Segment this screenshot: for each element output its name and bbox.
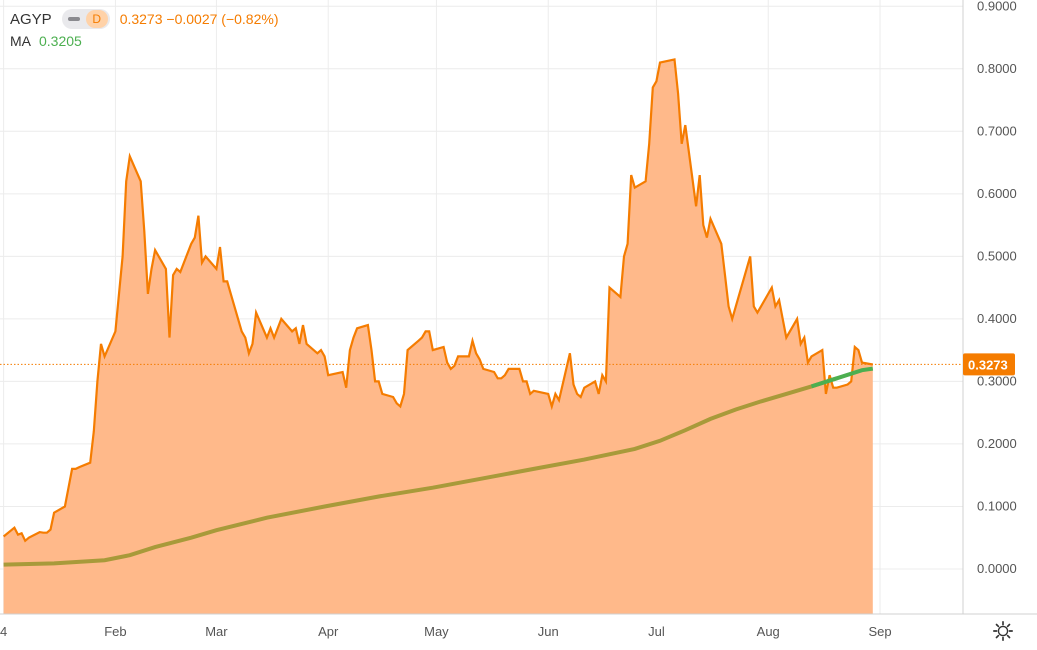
x-tick-label: Apr xyxy=(318,624,339,639)
minus-icon xyxy=(67,17,80,21)
x-tick-label: Jun xyxy=(538,624,559,639)
price-area xyxy=(3,59,873,614)
ma-line-recent xyxy=(810,366,874,389)
y-tick-label: 0.8000 xyxy=(977,61,1017,76)
symbol-label[interactable]: AGYP xyxy=(10,10,52,28)
legend-main-row: AGYP D 0.3273 −0.0027 (−0.82%) xyxy=(10,8,278,30)
y-tick-label: 0.4000 xyxy=(977,311,1017,326)
ma-value: 0.3205 xyxy=(39,33,82,49)
x-tick-label: 4 xyxy=(0,624,7,639)
ma-line xyxy=(3,376,838,567)
y-axis[interactable]: 0.9000 0.8000 0.7000 0.6000 0.5000 0.4000 0.30… xyxy=(977,0,1017,576)
x-axis[interactable]: 4 Feb Mar Apr May Jun Jul Aug Sep xyxy=(0,624,892,639)
x-tick-label: Mar xyxy=(205,624,228,639)
y-tick-label: 0.0000 xyxy=(977,561,1017,576)
price-line xyxy=(2,58,873,543)
price-tag-value: 0.3273 xyxy=(968,357,1008,372)
x-tick-label: Aug xyxy=(757,624,780,639)
y-tick-label: 0.7000 xyxy=(977,123,1017,138)
x-tick-label: Feb xyxy=(104,624,126,639)
x-tick-label: Jul xyxy=(648,624,665,639)
x-tick-label: Sep xyxy=(868,624,891,639)
legend-ma-row: MA 0.3205 xyxy=(10,30,278,52)
legend: AGYP D 0.3273 −0.0027 (−0.82%) MA 0.3205 xyxy=(10,8,278,52)
ma-label[interactable]: MA xyxy=(10,33,31,49)
gear-icon[interactable] xyxy=(992,620,1014,642)
y-tick-label: 0.9000 xyxy=(977,0,1017,13)
quote-values: 0.3273 −0.0027 (−0.82%) xyxy=(119,11,279,27)
y-tick-label: 0.2000 xyxy=(977,436,1017,451)
price-tag: 0.3273 xyxy=(963,353,1015,376)
y-tick-label: 0.5000 xyxy=(977,248,1017,263)
y-tick-label: 0.1000 xyxy=(977,498,1017,513)
x-tick-label: May xyxy=(424,624,449,639)
interval-pill[interactable]: D xyxy=(61,9,110,29)
interval-label[interactable]: D xyxy=(85,10,108,28)
y-tick-label: 0.3000 xyxy=(977,373,1017,388)
y-tick-label: 0.6000 xyxy=(977,186,1017,201)
